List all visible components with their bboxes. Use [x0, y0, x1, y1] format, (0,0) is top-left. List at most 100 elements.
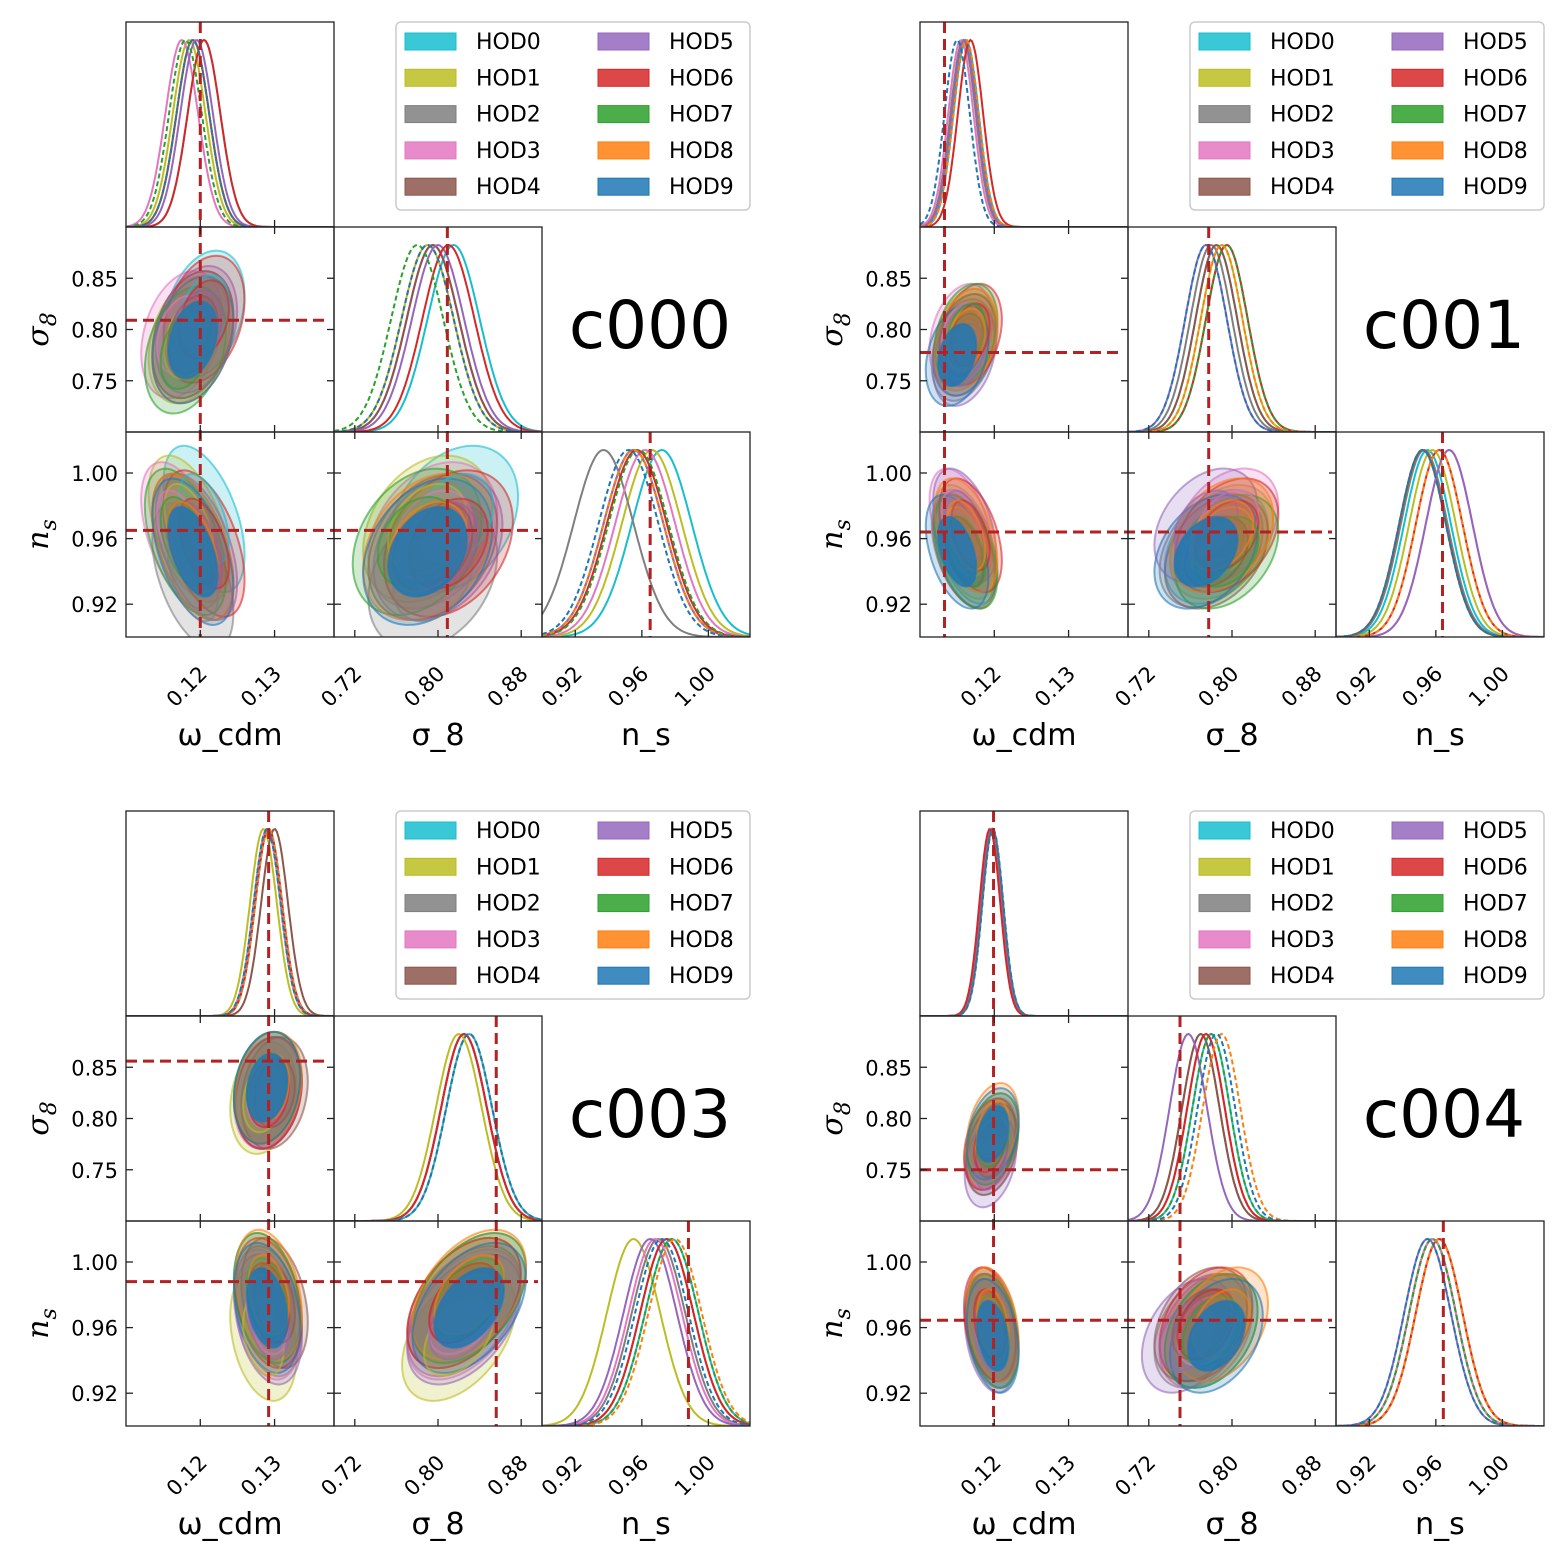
- legend-label: HOD4: [476, 175, 541, 200]
- x-tick-label: 0.12: [956, 662, 1006, 712]
- legend-swatch-HOD6: [597, 68, 650, 87]
- marginal-curve-HOD8: [1336, 1238, 1544, 1426]
- x-tick-label: 0.72: [316, 662, 366, 712]
- legend-label: HOD0: [476, 30, 541, 55]
- corner-plot-c001: 0.12 0.13 ω_cdm 0.72 0.80 0.88 σ_8 0.92 0.96 1.00…: [815, 21, 1545, 753]
- marginal-curve-HOD2: [920, 827, 1128, 1016]
- marginal-curve-HOD9: [334, 1032, 542, 1221]
- y-tick-label: 0.80: [71, 319, 118, 343]
- marginal-n_s: [1336, 448, 1544, 637]
- marginal-curve-HOD4: [920, 828, 1128, 1016]
- legend-swatch-HOD3: [404, 141, 457, 160]
- marginal-curve-HOD8: [1128, 1032, 1336, 1221]
- marginal-curve-HOD7: [1128, 243, 1336, 432]
- marginal-curve-HOD0: [542, 448, 750, 637]
- y-tick-label: 0.80: [865, 1108, 912, 1132]
- marginal-curve-HOD3: [920, 39, 1128, 227]
- legend-label: HOD5: [669, 819, 734, 844]
- axis-subscript: s: [831, 519, 856, 530]
- axis-subscript: s: [831, 1308, 856, 1319]
- x-tick-label: 0.12: [162, 662, 212, 712]
- marginal-curve-HOD0: [334, 243, 542, 432]
- marginal-curve-HOD1: [126, 39, 334, 227]
- axes-frame: [1335, 1220, 1545, 1427]
- x-tick-label: 0.13: [1030, 1451, 1080, 1501]
- y-axis-label: ns: [815, 1308, 856, 1339]
- legend-label: HOD6: [1463, 855, 1528, 880]
- x-tick-label: 1.00: [1464, 1451, 1514, 1501]
- x-tick-label: 0.72: [1110, 662, 1160, 712]
- legend-label: HOD8: [669, 139, 734, 164]
- legend-label: HOD7: [669, 103, 734, 128]
- marginal-curve-HOD6: [542, 448, 750, 637]
- x-tick-label: 0.80: [1193, 662, 1243, 712]
- legend-label: HOD9: [1463, 175, 1528, 200]
- marginal-curve-HOD3: [920, 828, 1128, 1016]
- x-tick-label: 0.80: [399, 1451, 449, 1501]
- x-tick-label: 0.13: [236, 1451, 286, 1501]
- y-tick-label: 1.00: [865, 1251, 912, 1275]
- legend-swatch-HOD8: [1391, 930, 1444, 949]
- legend-swatch-HOD0: [1198, 821, 1251, 840]
- marginal-curve-HOD7: [542, 448, 750, 637]
- marginal-curve-HOD1: [542, 448, 750, 637]
- x-tick-label: 0.12: [956, 1451, 1006, 1501]
- x-tick-label: 0.92: [1331, 1451, 1381, 1501]
- marginal-curve-HOD8: [542, 448, 750, 637]
- y-tick-label: 0.75: [865, 1159, 912, 1183]
- legend-swatch-HOD2: [404, 894, 457, 913]
- x-tick-label: 0.96: [1397, 1451, 1447, 1501]
- y-tick-label: 0.75: [865, 370, 912, 394]
- legend-label: HOD3: [1270, 139, 1335, 164]
- marginal-ω_cdm: [126, 38, 334, 227]
- legend-label: HOD2: [1270, 103, 1335, 128]
- legend-swatch-HOD1: [404, 857, 457, 876]
- x-tick-label: 0.92: [537, 1451, 587, 1501]
- x-axis-label: ω_cdm: [178, 1507, 283, 1542]
- marginal-curve-HOD7: [126, 39, 334, 227]
- marginal-curve-HOD7: [1128, 1032, 1336, 1221]
- contour-68-HOD9: [1186, 1299, 1246, 1372]
- legend-label: HOD2: [476, 103, 541, 128]
- y-tick-label: 0.75: [71, 370, 118, 394]
- corner-plot-c004: 0.12 0.13 ω_cdm 0.72 0.80 0.88 σ_8 0.92 0.96 1.00…: [815, 810, 1545, 1542]
- legend-swatch-HOD2: [404, 105, 457, 124]
- axis-symbol: σ: [21, 325, 56, 347]
- contour-68-HOD9: [936, 515, 978, 588]
- x-tick-label: 0.88: [1277, 1451, 1327, 1501]
- x-tick-label: 0.92: [537, 662, 587, 712]
- legend-label: HOD0: [1270, 30, 1335, 55]
- marginal-n_s: [542, 448, 750, 637]
- legend-label: HOD9: [669, 175, 734, 200]
- legend-swatch-HOD6: [1391, 68, 1444, 87]
- legend-swatch-HOD4: [1198, 966, 1251, 985]
- panel-title: c000: [569, 287, 731, 364]
- marginal-curve-HOD6: [920, 38, 1128, 227]
- marginal-curve-HOD8: [920, 827, 1128, 1016]
- contour-panel-ω_cdm-σ_8: [140, 249, 246, 415]
- legend-swatch-HOD3: [1198, 930, 1251, 949]
- legend-label: HOD5: [669, 30, 734, 55]
- y-tick-label: 0.96: [865, 528, 912, 552]
- axis-subscript: 8: [831, 312, 856, 326]
- x-tick-label: 0.13: [236, 662, 286, 712]
- marginal-curve-HOD5: [1128, 1032, 1336, 1221]
- y-axis-label: σ8: [21, 1101, 62, 1135]
- legend-label: HOD7: [669, 892, 734, 917]
- axes-frame: [1335, 431, 1545, 638]
- marginal-curve-HOD8: [1336, 449, 1544, 637]
- marginal-curve-HOD2: [126, 827, 334, 1016]
- legend-label: HOD7: [1463, 103, 1528, 128]
- legend-label: HOD3: [476, 928, 541, 953]
- axis-symbol: n: [21, 530, 56, 549]
- axis-symbol: n: [21, 1319, 56, 1338]
- contour-panel-σ_8-n_s: [1140, 1266, 1270, 1394]
- legend-label: HOD9: [669, 964, 734, 989]
- legend-label: HOD7: [1463, 892, 1528, 917]
- contour-panel-ω_cdm-n_s: [963, 1266, 1020, 1394]
- legend-swatch-HOD4: [1198, 177, 1251, 196]
- y-tick-label: 0.85: [865, 1056, 912, 1080]
- marginal-curve-HOD7: [920, 827, 1128, 1016]
- contour-panel-σ_8-n_s: [351, 444, 520, 637]
- axis-subscript: 8: [37, 312, 62, 326]
